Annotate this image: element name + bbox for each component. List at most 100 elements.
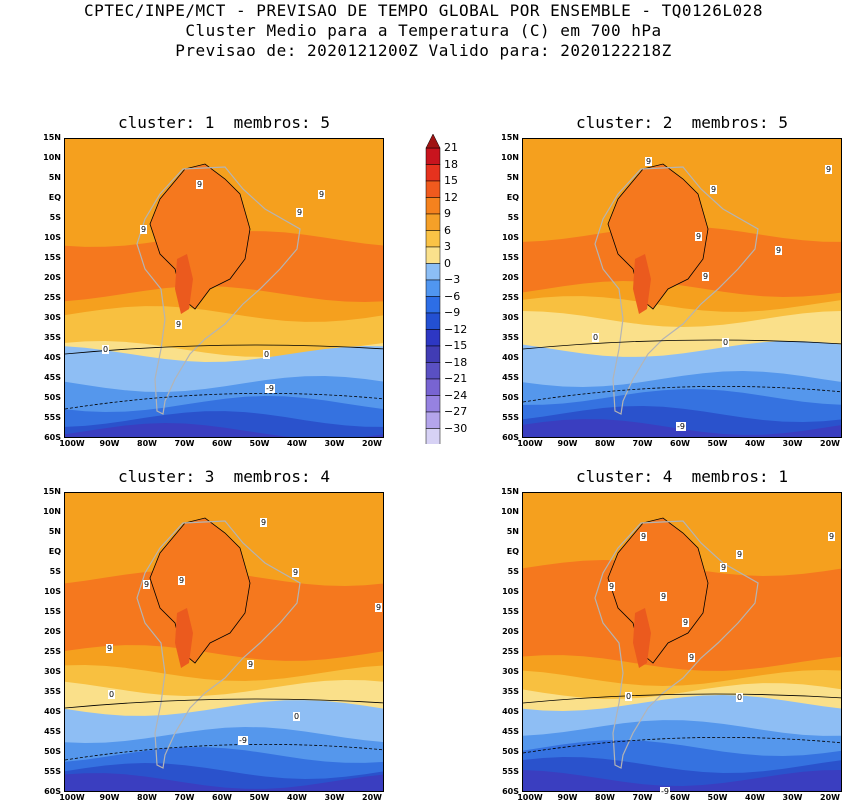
contour-label: 9 (175, 320, 183, 329)
temperature-field-1 (65, 139, 383, 437)
contour-label: 9 (106, 644, 114, 653)
lon-label: 60W (212, 439, 232, 448)
header-line-3: Previsao de: 2020121200Z Valido para: 20… (175, 41, 672, 60)
lon-label: 100W (59, 439, 85, 448)
map-panel-3 (64, 492, 384, 792)
lat-label: 15N (43, 133, 61, 142)
lon-label: 40W (287, 793, 307, 802)
coastline (594, 166, 759, 415)
lat-label: 60S (44, 433, 61, 442)
colorbar-label: −3 (444, 273, 461, 286)
contour-minus9 (65, 743, 383, 761)
lat-label: 45S (44, 373, 61, 382)
colorbar-segment (425, 246, 441, 264)
colorbar-label: −12 (444, 322, 468, 336)
lat-label: 35S (44, 333, 61, 342)
lon-label: 30W (324, 439, 345, 448)
temperature-band (65, 423, 383, 437)
temperature-band (523, 770, 841, 791)
lat-label: 40S (44, 707, 61, 716)
lat-label: 10S (44, 233, 61, 242)
contour-label: 9 (688, 653, 696, 662)
contour-label: 9 (318, 190, 326, 199)
colorbar-segment (425, 180, 441, 198)
colorbar (425, 133, 441, 444)
lon-label: 70W (174, 793, 195, 802)
warm-core-region (607, 163, 709, 310)
lat-label: 40S (502, 353, 519, 362)
hot-spot-region (633, 254, 651, 314)
lat-label: 40S (502, 707, 519, 716)
lon-label: 20W (820, 793, 840, 802)
contour-zero (523, 339, 841, 350)
contour-label: 9 (178, 576, 186, 585)
lat-label: 50S (502, 747, 519, 756)
lat-label: 10S (44, 587, 61, 596)
colorbar-segment (425, 197, 441, 215)
lat-label: 25S (44, 647, 61, 656)
colorbar-label: 9 (444, 207, 451, 220)
lat-label: 55S (502, 767, 519, 776)
lat-label: 30S (44, 313, 61, 322)
lat-label: 30S (502, 313, 519, 322)
lat-label: EQ (506, 547, 519, 556)
lat-label: 25S (44, 293, 61, 302)
colorbar-segment (425, 428, 441, 444)
colorbar-max-arrow (425, 133, 441, 149)
contour-label: 0 (722, 338, 730, 347)
lat-label: 10S (502, 233, 519, 242)
lat-label: 50S (44, 747, 61, 756)
lat-label: 35S (502, 687, 519, 696)
lat-label: 55S (502, 413, 519, 422)
contour-label: 9 (736, 550, 744, 559)
panel-1-title: cluster: 1 membros: 5 (118, 113, 330, 132)
contour-label: 9 (828, 532, 836, 541)
temperature-field-2 (523, 139, 841, 437)
contour-label: 9 (296, 208, 304, 217)
panel-4-title: cluster: 4 membros: 1 (576, 467, 788, 486)
colorbar-label: −27 (444, 405, 468, 418)
lat-label: 10N (43, 153, 61, 162)
colorbar-segment (425, 362, 441, 380)
lon-label: 60W (212, 793, 232, 802)
colorbar-segment (425, 411, 441, 429)
lon-label: 50W (249, 793, 270, 802)
coastline (136, 166, 301, 415)
temperature-band (65, 773, 383, 791)
contour-label: 9 (143, 580, 151, 589)
contour-label: -9 (238, 736, 248, 745)
lat-label: 40S (44, 353, 61, 362)
lat-label: 45S (44, 727, 61, 736)
lon-label: 60W (670, 793, 690, 802)
lon-label: 100W (59, 793, 85, 802)
lon-label: 90W (99, 793, 120, 802)
colorbar-segment (425, 213, 441, 231)
lon-label: 80W (595, 439, 615, 448)
header-line-2: Cluster Medio para a Temperatura (C) em … (185, 21, 662, 40)
lat-label: 20S (502, 273, 519, 282)
contour-label: -9 (676, 422, 686, 431)
lon-label: 70W (632, 793, 653, 802)
lat-label: 15S (44, 607, 61, 616)
colorbar-label: −9 (444, 306, 461, 319)
lat-label: 25S (502, 647, 519, 656)
header-line-1: CPTEC/INPE/MCT - PREVISAO DE TEMPO GLOBA… (84, 1, 763, 20)
lat-label: 20S (502, 627, 519, 636)
lon-label: 30W (782, 793, 803, 802)
lat-label: 20S (44, 273, 61, 282)
lat-label: 35S (44, 687, 61, 696)
coastline (136, 520, 301, 769)
lon-label: 70W (174, 439, 195, 448)
contour-label: -9 (660, 787, 670, 796)
lon-label: 50W (707, 793, 728, 802)
lon-label: 80W (137, 793, 157, 802)
colorbar-label: −21 (444, 372, 468, 385)
lon-label: 30W (324, 793, 345, 802)
colorbar-label: 0 (444, 256, 451, 270)
colorbar-label: −15 (444, 339, 468, 352)
colorbar-label: 21 (444, 141, 458, 154)
lon-label: 90W (557, 439, 578, 448)
hot-spot-region (175, 254, 193, 314)
contour-label: 0 (625, 692, 633, 701)
lat-label: 55S (44, 767, 61, 776)
